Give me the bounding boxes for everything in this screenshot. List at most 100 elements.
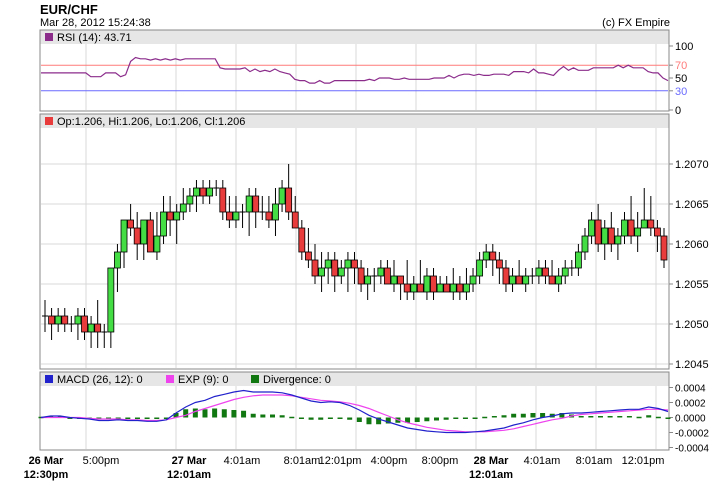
divergence-bar	[308, 417, 314, 420]
candle-down	[311, 259, 319, 277]
rsi-series	[41, 56, 669, 92]
candle-down	[456, 283, 464, 293]
candle-down	[416, 283, 424, 293]
candle-up	[153, 235, 161, 253]
price-tick-label: 1.2070	[675, 159, 709, 171]
divergence-bar	[144, 417, 150, 419]
candle-down	[127, 219, 135, 229]
x-tick-sublabel: 12:30pm	[24, 469, 69, 481]
candle-up	[469, 275, 477, 285]
price-panel-header	[40, 114, 669, 128]
candle-up	[423, 275, 431, 293]
candle-up	[581, 235, 589, 253]
candle-down	[133, 227, 141, 245]
divergence-bar	[597, 416, 603, 418]
divergence-bar	[472, 417, 478, 419]
x-tick-label: 27 Mar	[172, 455, 208, 467]
candle-up	[107, 267, 115, 333]
macd-panel-header	[40, 372, 669, 386]
rsi-tick-label: 100	[675, 41, 693, 53]
candle-down	[166, 211, 174, 221]
divergence-bar	[356, 417, 362, 422]
candle-up	[179, 203, 187, 213]
candle-up	[140, 219, 148, 245]
divergence-bar	[636, 416, 642, 419]
candle-down	[430, 275, 437, 293]
candle-down	[252, 195, 260, 213]
candle-up	[54, 315, 62, 325]
candle-up	[449, 283, 457, 293]
candle-up	[621, 219, 628, 237]
divergence-bar	[405, 417, 411, 423]
candle-down	[647, 219, 655, 229]
candle-up	[535, 267, 543, 277]
macd-series	[40, 389, 669, 434]
macd-tick-label: 0.0004	[675, 384, 706, 395]
candle-up	[87, 323, 95, 333]
divergence-bar	[57, 416, 63, 418]
divergence-bar	[433, 417, 439, 421]
divergence-bar	[270, 414, 276, 418]
divergence-bar	[337, 417, 343, 419]
candle-up	[601, 227, 609, 245]
rsi-tick-label: 0	[675, 105, 681, 117]
divergence-bar	[376, 417, 382, 425]
divergence-bar	[414, 417, 420, 422]
divergence-bar	[607, 416, 613, 418]
candle-up	[324, 259, 332, 269]
x-tick-sublabel: 12:01am	[469, 469, 513, 481]
divergence-bar	[212, 408, 218, 418]
candle-up	[272, 203, 279, 221]
x-tick-label: 4:01am	[224, 455, 261, 467]
candle-up	[509, 275, 516, 285]
candle-down	[219, 187, 227, 213]
price-tick-label: 1.2060	[675, 239, 709, 251]
divergence-bar	[578, 416, 584, 418]
macd-line	[40, 389, 669, 434]
divergence-bar	[183, 409, 189, 418]
divergence-bar	[588, 416, 594, 418]
divergence-bar	[327, 417, 333, 419]
rsi-tick-label: 50	[675, 73, 687, 85]
divergence-bar	[617, 416, 623, 418]
macd-tick-label: 0.0002	[675, 399, 706, 410]
candles	[42, 164, 668, 348]
exp-legend-label: EXP (9): 0	[178, 374, 229, 386]
divergence-bar	[482, 416, 488, 419]
candle-down	[48, 315, 55, 325]
divergence-bar	[443, 417, 449, 420]
divergence-bar	[665, 417, 671, 419]
candle-up	[588, 219, 595, 237]
macd-tick-label: -0.0002	[675, 429, 709, 440]
divergence-legend-swatch	[251, 375, 259, 383]
divergence-bar	[655, 416, 661, 419]
x-tick-label: 4:00pm	[371, 455, 408, 467]
chart-datetime: Mar 28, 2012 15:24:38	[40, 17, 151, 29]
macd-tick-label: 0.0000	[675, 414, 706, 425]
divergence-bar	[491, 416, 497, 418]
candle-up	[245, 195, 253, 213]
candle-up	[561, 267, 569, 277]
x-tick-label: 28 Mar	[474, 455, 510, 467]
candle-down	[594, 219, 602, 245]
rsi-legend-swatch	[45, 33, 53, 41]
candle-down	[660, 235, 668, 261]
candle-up	[232, 211, 240, 221]
candle-up	[640, 219, 648, 229]
candle-up	[74, 315, 82, 325]
exp-line	[41, 394, 669, 433]
macd-tick-label: -0.0004	[675, 444, 709, 455]
x-tick-label: 8:00pm	[422, 455, 459, 467]
candle-up	[337, 267, 345, 277]
divergence-bar	[67, 417, 73, 419]
candle-up	[278, 187, 286, 205]
divergence-bar	[626, 416, 632, 418]
price-grid	[41, 128, 668, 368]
rsi-tick-label: 30	[675, 86, 687, 98]
divergence-bar	[115, 417, 121, 419]
price-legend-swatch	[45, 117, 53, 125]
price-tick-label: 1.2065	[675, 199, 709, 211]
candle-down	[542, 267, 549, 277]
